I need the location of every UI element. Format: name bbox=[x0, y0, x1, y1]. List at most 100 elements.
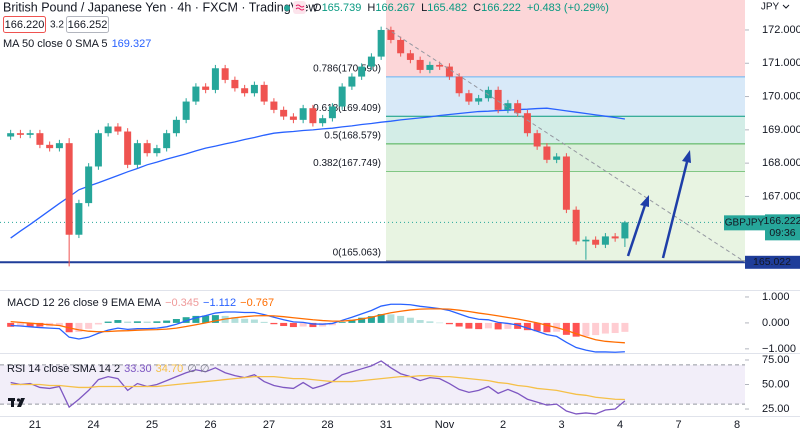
candle-body bbox=[75, 203, 83, 235]
fib-zone bbox=[386, 116, 745, 144]
histogram-bar bbox=[16, 322, 24, 327]
marks-layer: 172.000 171.000 170.000 169.000 168.000 167.0… bbox=[0, 14, 800, 431]
spread: 3.2 bbox=[50, 20, 64, 31]
candle-body bbox=[124, 131, 132, 165]
symbol-title: British Pound / Japanese Yen · 4h · FXCM… bbox=[3, 0, 318, 14]
candle-body bbox=[94, 133, 102, 167]
candle-body bbox=[85, 166, 93, 204]
candle-body bbox=[241, 88, 249, 94]
macd-axis bbox=[745, 291, 800, 353]
histogram-bar bbox=[172, 319, 180, 323]
macd-line bbox=[10, 303, 625, 353]
ask-price[interactable]: 166.252 bbox=[68, 19, 108, 31]
candle-body bbox=[611, 236, 619, 239]
candle-body bbox=[465, 93, 473, 102]
histogram-bar bbox=[85, 322, 93, 329]
horizontal-line-label: 165.022 bbox=[753, 256, 791, 268]
histogram-bar bbox=[358, 317, 366, 323]
histogram-bar bbox=[7, 322, 15, 327]
candle-body bbox=[280, 109, 288, 117]
candle-body bbox=[46, 144, 54, 149]
histogram-bar bbox=[55, 322, 63, 327]
candle-body bbox=[397, 39, 405, 54]
histogram-bar bbox=[26, 322, 34, 327]
histogram-bar bbox=[133, 321, 141, 323]
ohlc-value: 166.222 bbox=[481, 2, 521, 14]
candle-body bbox=[172, 119, 180, 134]
candle-body bbox=[192, 86, 200, 102]
histogram-bar bbox=[289, 322, 297, 328]
currency-dropdown[interactable] bbox=[782, 4, 790, 9]
price-axis bbox=[745, 14, 800, 291]
ohlc-key: O bbox=[313, 2, 322, 14]
horizontal-line-label-box bbox=[745, 255, 800, 269]
indicator-value: −1.112 bbox=[203, 297, 236, 309]
histogram-bar bbox=[426, 321, 434, 323]
histogram-bar bbox=[484, 322, 492, 329]
bid-price[interactable]: 166.220 bbox=[5, 19, 45, 31]
histogram-bar bbox=[621, 322, 629, 332]
candle-body bbox=[250, 84, 258, 94]
histogram-bar bbox=[377, 314, 385, 323]
histogram-bar bbox=[124, 321, 132, 323]
fib-label: 0.382(167.749) bbox=[313, 158, 381, 169]
candle-body bbox=[367, 56, 375, 67]
histogram-bar bbox=[387, 314, 395, 323]
histogram-bar bbox=[250, 319, 258, 323]
fib-zone bbox=[386, 0, 745, 77]
histogram-bar bbox=[153, 321, 161, 323]
indicator-legend: MA 50 close 0 SMA 5 169.327 bbox=[3, 38, 151, 50]
candle-body bbox=[55, 143, 63, 149]
candle-body bbox=[348, 76, 356, 87]
x-tick-label: Nov bbox=[435, 419, 455, 431]
x-tick-label: 24 bbox=[87, 419, 99, 431]
price-change: +0.483 (+0.29%) bbox=[527, 2, 609, 14]
histogram-bar bbox=[475, 322, 483, 330]
indicator-legend: RSI 14 close SMA 14 2 33.30 34.70 ∅ ∅ bbox=[7, 363, 209, 375]
candle-body bbox=[289, 116, 297, 120]
candle-body bbox=[16, 133, 24, 135]
candle-body bbox=[65, 143, 73, 235]
arrow bbox=[626, 195, 649, 257]
last-price-box bbox=[765, 214, 800, 241]
currency[interactable]: JPY bbox=[761, 2, 780, 13]
ohlc-key: L bbox=[421, 2, 427, 14]
candle-body bbox=[36, 133, 44, 145]
candle-body bbox=[377, 29, 385, 57]
candle-body bbox=[416, 59, 424, 70]
candle-body bbox=[202, 86, 210, 90]
indicator-value: −0.767 bbox=[240, 297, 274, 309]
histogram-bar bbox=[455, 322, 463, 327]
candle-body bbox=[221, 68, 229, 80]
x-tick-label: 26 bbox=[204, 419, 216, 431]
candle-body bbox=[494, 89, 502, 110]
candle-body bbox=[299, 108, 307, 120]
indicator-name: MACD 12 26 close 9 EMA EMA bbox=[7, 297, 162, 309]
candle-body bbox=[514, 103, 522, 114]
candle-body bbox=[592, 239, 600, 245]
candle-body bbox=[328, 106, 336, 119]
histogram-bar bbox=[504, 322, 512, 329]
countdown: 09:36 bbox=[769, 227, 795, 239]
x-tick-label: 31 bbox=[380, 419, 392, 431]
candle-body bbox=[182, 101, 190, 120]
histogram-bar bbox=[192, 315, 200, 323]
histogram-bar bbox=[280, 322, 288, 327]
symbol-label-box bbox=[724, 215, 765, 231]
histogram-bar bbox=[562, 322, 570, 335]
ohlc-legend: O165.739 H166.267 L165.482 C166.222 +0.4… bbox=[313, 2, 609, 14]
rsi-band bbox=[0, 364, 745, 405]
rsi-axis bbox=[745, 354, 800, 416]
histogram-bar bbox=[36, 322, 44, 327]
logo bbox=[8, 398, 25, 407]
y-tick-label: 168.000 bbox=[762, 157, 800, 169]
candle-body bbox=[387, 29, 395, 40]
y-tick-label: 0.000 bbox=[762, 317, 790, 329]
y-tick-label: 75.00 bbox=[762, 354, 790, 366]
fib-label: 0.618(169.409) bbox=[313, 103, 381, 114]
sell-button[interactable] bbox=[3, 16, 46, 33]
indicator-value: 34.70 bbox=[156, 363, 184, 375]
buy-button[interactable] bbox=[66, 16, 109, 33]
